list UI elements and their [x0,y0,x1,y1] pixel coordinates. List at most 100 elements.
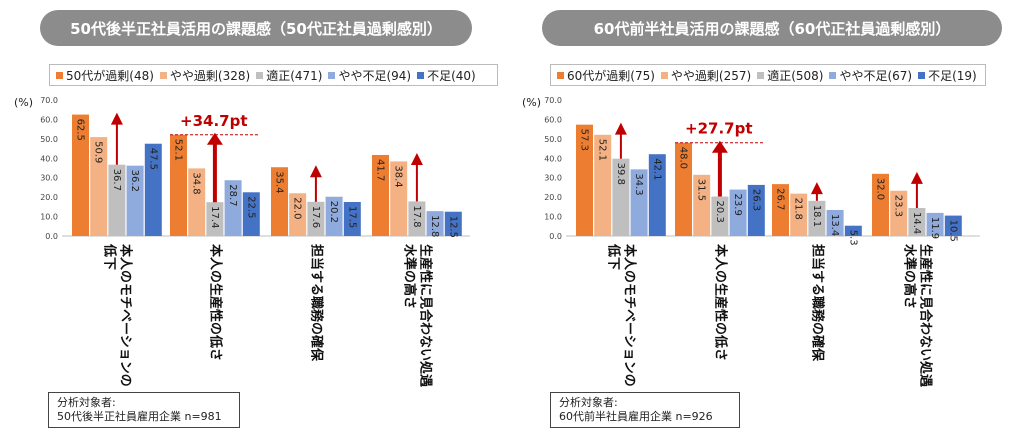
increase-arrow-head [110,112,123,125]
increase-arrow-head [309,165,322,178]
data-label: 38.4 [393,165,404,187]
legend: 50代が過剰(48) やや過剰(328) 適正(471) やや不足(94) 不足… [49,64,498,86]
category-label: 水準の高さ [401,244,417,309]
y-tick-label: 10.0 [40,213,58,222]
legend-item: やや不足(94) [328,67,411,84]
increase-arrow-head [711,140,728,153]
legend-item: やや過剰(257) [660,67,751,84]
legend-swatch [918,71,926,79]
y-tick-label: 60.0 [40,115,58,124]
category-label: 水準の高さ [901,244,917,309]
bar [408,201,426,236]
bar [242,192,260,236]
data-label: 31.5 [696,179,707,201]
legend-item: やや不足(67) [829,67,912,84]
bar [630,169,648,236]
bar [729,189,747,236]
bar [693,174,711,236]
y-tick-label: 10.0 [544,213,562,222]
note-line: 分析対象者: [57,396,116,409]
category-label: 生産性に見合わない処遇 [917,244,933,387]
legend-swatch [757,71,765,79]
data-label: 17.8 [411,205,422,227]
y-axis-unit: (%) [14,96,34,109]
bar [90,137,108,236]
data-label: 17.4 [209,206,220,228]
legend-swatch [417,71,425,79]
note-box: 分析対象者: 60代前半社員雇用企業 n=926 [550,392,740,428]
bar [675,142,692,236]
bar [343,202,361,236]
y-tick-label: 70.0 [544,96,562,105]
data-label: 36.7 [111,169,122,191]
data-label: 47.5 [147,148,158,170]
data-label: 57.3 [579,129,590,151]
data-label: 21.8 [793,198,804,220]
legend-swatch [660,71,668,79]
bar [426,211,444,236]
bar [144,143,162,236]
data-label: 23.9 [732,194,743,216]
data-label: 10.5 [947,220,958,242]
chart-plot: 0.0 10.0 20.0 30.0 40.0 50.0 60.0 70.0 57.3 52.1 3… [544,96,980,387]
legend-swatch [256,71,264,79]
legend-item: 不足(40) [417,67,476,84]
legend-label: やや不足(67) [839,68,913,83]
data-label: 48.0 [678,147,689,169]
category-label: 担当する職務の確保 [809,244,825,362]
data-label: 12.8 [429,215,440,237]
bar [594,134,612,236]
legend-label: 60代が過剰(75) [567,68,655,83]
data-label: 17.5 [346,206,357,228]
bar [126,165,144,236]
data-label: 11.9 [929,217,940,239]
y-tick-label: 20.0 [544,193,562,202]
chart-title: 60代前半社員活用の課題感（60代正社員過剰感別） [542,10,1002,46]
bar [372,154,389,236]
chart-title: 50代後半正社員活用の課題感（50代正社員過剰感別） [40,10,472,46]
annotation-label: +34.7pt [180,112,248,130]
bar [790,193,808,236]
legend-swatch [159,71,167,79]
y-tick-label: 50.0 [40,135,58,144]
data-label: 14.4 [911,212,922,234]
legend-item: 不足(19) [918,67,977,84]
increase-arrow-head [614,122,627,135]
y-tick-label: 60.0 [544,115,562,124]
data-label: 36.2 [129,170,140,192]
y-tick-label: 50.0 [544,135,562,144]
bar [826,209,844,236]
data-label: 34.3 [633,173,644,195]
category-label: 本人のモチベーションの [117,244,133,387]
bar [289,193,307,236]
bar [772,184,789,236]
bar [325,196,343,236]
data-label: 42.1 [651,158,662,180]
y-tick-label: 30.0 [40,174,58,183]
data-label: 35.4 [274,171,285,193]
category-label: 低下 [605,243,621,270]
panel-left: 50代後半正社員活用の課題感（50代正社員過剰感別） 50代が過剰(48) やや… [0,0,500,440]
y-tick-label: 40.0 [40,154,58,163]
note-line: 60代前半社員雇用企業 n=926 [559,410,713,423]
data-label: 5.3 [847,230,858,246]
legend-item: 50代が過剰(48) [56,67,154,84]
increase-arrow-head [410,152,423,165]
bar [926,212,944,236]
bar [844,225,862,236]
bar [271,167,288,236]
category-label: 生産性に見合わない処遇 [417,244,433,387]
note-line: 50代後半正社員雇用企業 n=981 [57,410,222,423]
increase-arrow-head [910,171,923,184]
legend-label: 適正(508) [767,68,824,83]
bar [224,180,242,236]
bar [72,114,89,236]
bar [711,196,729,236]
note-box: 分析対象者: 50代後半正社員雇用企業 n=981 [48,392,240,428]
bar [188,168,206,236]
data-label: 34.8 [191,172,202,194]
legend-label: 不足(19) [928,68,977,83]
data-label: 26.3 [750,189,761,211]
data-label: 41.7 [375,159,386,181]
legend-swatch [56,71,63,79]
